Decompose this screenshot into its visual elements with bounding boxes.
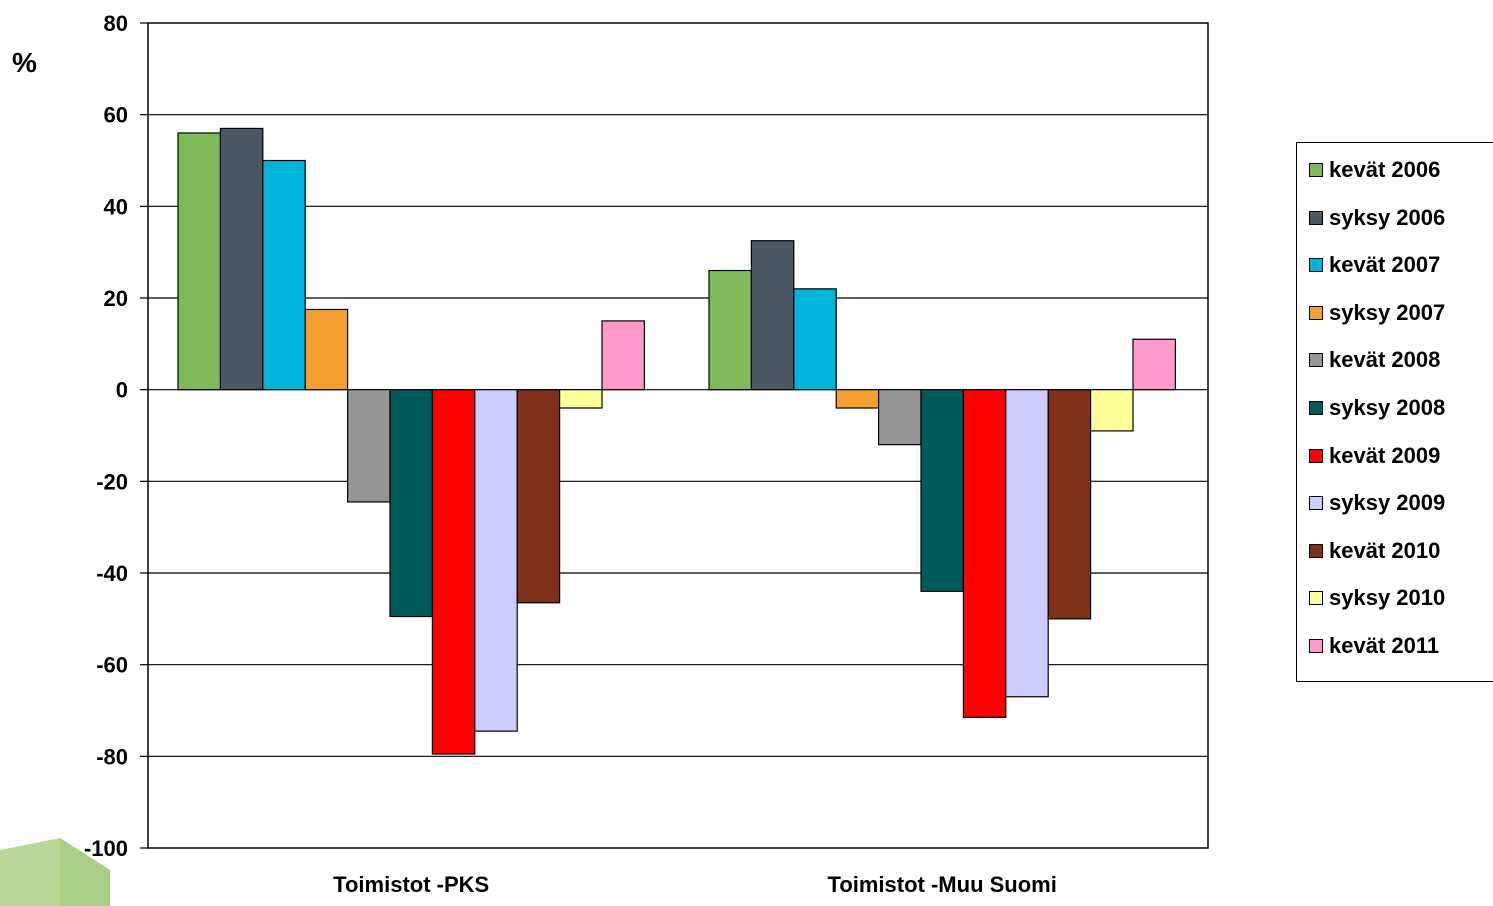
bar: [558, 389, 603, 409]
legend-swatch: [1309, 210, 1323, 225]
x-category-label: Toimistot -Muu Suomi: [828, 872, 1057, 897]
bar: [708, 269, 753, 391]
y-tick-label: -40: [96, 561, 128, 586]
legend-label: syksy 2008: [1329, 395, 1446, 420]
legend-swatch: [1309, 163, 1323, 177]
bar: [262, 159, 306, 391]
bar: [1005, 389, 1049, 698]
legend-label: kevät 2008: [1329, 347, 1441, 373]
legend-label: kevät 2009: [1329, 442, 1441, 468]
bar: [793, 288, 837, 391]
x-category-label: Toimistot -PKS: [333, 872, 489, 897]
legend-label: kevät 2010: [1329, 537, 1441, 563]
bar: [877, 389, 922, 446]
legend-label: syksy 2006: [1329, 204, 1446, 230]
legend-item: kevät 2007: [1309, 250, 1440, 280]
y-axis-unit-label: %: [12, 47, 37, 78]
legend-item: kevät 2009: [1309, 441, 1440, 471]
legend-item: syksy 2007: [1309, 298, 1445, 328]
legend-swatch: [1309, 543, 1323, 558]
legend-label: kevät 2011: [1329, 633, 1440, 658]
legend-swatch: [1309, 448, 1323, 463]
bar: [601, 320, 646, 391]
legend-item: syksy 2009: [1309, 488, 1445, 518]
decorative-green-shape: [0, 838, 110, 906]
y-tick-label: 0: [116, 378, 128, 403]
legend-label: syksy 2010: [1329, 585, 1446, 611]
legend-label: syksy 2007: [1329, 299, 1446, 325]
legend-item: kevät 2006: [1309, 155, 1440, 185]
bar: [219, 127, 264, 391]
y-axis-ticks: 80 60 40 20 0 -20 -40 -60 -80 -100: [84, 11, 148, 861]
bars: [177, 127, 1177, 755]
bar: [304, 308, 349, 391]
legend-swatch: [1309, 353, 1323, 368]
bar: [1047, 389, 1092, 620]
legend-swatch: [1309, 401, 1323, 415]
legend-item: syksy 2008: [1309, 393, 1445, 423]
y-tick-label: -80: [96, 744, 128, 769]
bar: [750, 240, 795, 391]
x-axis-categories: Toimistot -PKS Toimistot -Muu Suomi: [333, 872, 1057, 897]
legend-item: syksy 2006: [1309, 203, 1445, 233]
legend-swatch: [1309, 305, 1323, 320]
plot-area-frame: [147, 22, 1209, 849]
bar: [920, 389, 965, 592]
bar: [1132, 338, 1177, 391]
bar: [1089, 389, 1134, 432]
legend-item: kevät 2011: [1309, 631, 1439, 661]
bar: [516, 389, 561, 604]
bar: [962, 389, 1007, 718]
bar: [177, 132, 222, 391]
y-tick-label: 60: [104, 103, 128, 128]
y-tick-label: 80: [104, 11, 128, 36]
bar: [835, 389, 880, 409]
legend-swatch: [1309, 258, 1323, 273]
bar: [389, 389, 434, 618]
legend-label: syksy 2009: [1329, 490, 1446, 516]
y-tick-label: -60: [96, 653, 128, 678]
y-tick-label: -100: [84, 836, 128, 861]
legend-item: kevät 2008: [1309, 345, 1440, 375]
y-tick-label: 20: [104, 286, 128, 311]
legend-swatch: [1309, 639, 1323, 653]
legend-label: kevät 2007: [1329, 252, 1441, 278]
bar: [474, 389, 518, 732]
bar: [431, 389, 476, 755]
legend-item: kevät 2010: [1309, 536, 1440, 566]
y-tick-label: 40: [104, 194, 128, 219]
y-tick-label: -20: [96, 469, 128, 494]
legend-swatch: [1309, 496, 1323, 511]
legend-label: kevät 2006: [1329, 157, 1441, 182]
legend-swatch: [1309, 591, 1323, 606]
legend: kevät 2006 syksy 2006 kevät 2007 syksy 2007…: [1296, 142, 1493, 682]
legend-item: syksy 2010: [1309, 583, 1445, 613]
bar: [347, 389, 391, 503]
